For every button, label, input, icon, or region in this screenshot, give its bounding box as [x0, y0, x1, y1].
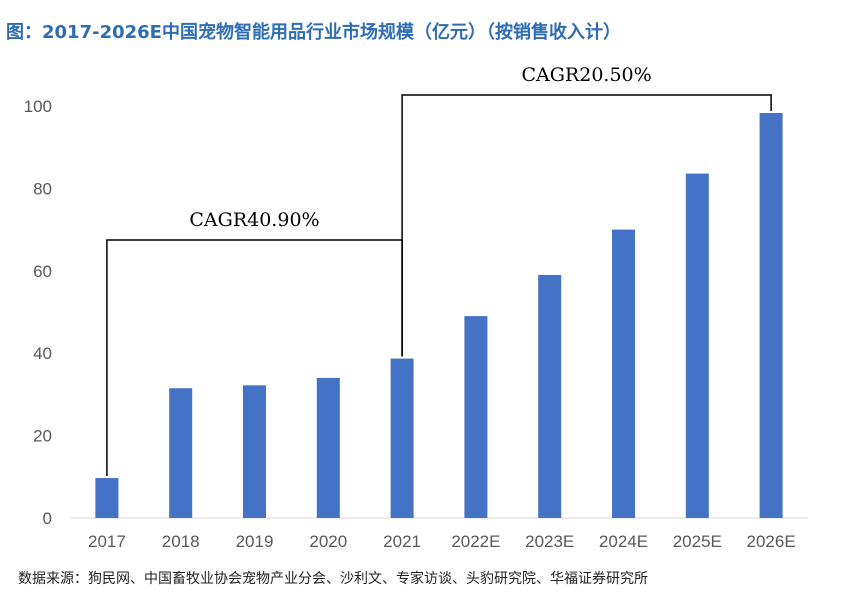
- cagr-label: CAGR20.50%: [521, 64, 651, 86]
- bar: [464, 316, 488, 518]
- x-tick-label: 2020: [309, 532, 347, 551]
- bar: [538, 274, 562, 518]
- x-tick-label: 2017: [88, 532, 126, 551]
- y-tick-label: 80: [33, 179, 52, 198]
- x-tick-label: 2022E: [451, 532, 500, 551]
- bar: [316, 377, 340, 518]
- bar: [243, 385, 266, 518]
- bar: [612, 229, 635, 518]
- x-tick-label: 2019: [236, 532, 274, 551]
- chart-title: 图：2017-2026E中国宠物智能用品行业市场规模（亿元）（按销售收入计）: [6, 22, 621, 43]
- x-axis-ticks: 2017 2018 2019 2020 2021 2022E 2023E 2024E 2025E…: [88, 532, 796, 551]
- x-tick-label: 2018: [162, 532, 200, 551]
- bar: [759, 113, 783, 518]
- y-tick-label: 100: [24, 97, 52, 116]
- x-tick-label: 2026E: [747, 532, 796, 551]
- y-tick-label: 40: [33, 344, 52, 363]
- bar: [685, 173, 709, 518]
- source-note: 数据来源：狗民网、中国畜牧业协会宠物产业分会、沙利文、专家访谈、头豹研究院、华福…: [18, 571, 648, 587]
- bar: [95, 478, 119, 518]
- cagr-annotations: CAGR40.90% CAGR20.50%: [106, 64, 772, 477]
- y-tick-label: 60: [33, 262, 52, 281]
- x-tick-label: 2024E: [599, 532, 648, 551]
- x-tick-label: 2021: [383, 532, 421, 551]
- bar: [390, 358, 414, 518]
- y-tick-label: 0: [43, 509, 52, 528]
- y-axis-ticks: 0 20 40 60 80 100: [24, 97, 52, 528]
- y-tick-label: 20: [33, 427, 52, 446]
- x-tick-label: 2023E: [525, 532, 574, 551]
- x-tick-label: 2025E: [673, 532, 722, 551]
- cagr-bracket: [401, 94, 772, 357]
- bar: [169, 388, 193, 518]
- bars: [95, 113, 783, 518]
- cagr-label: CAGR40.90%: [189, 209, 319, 231]
